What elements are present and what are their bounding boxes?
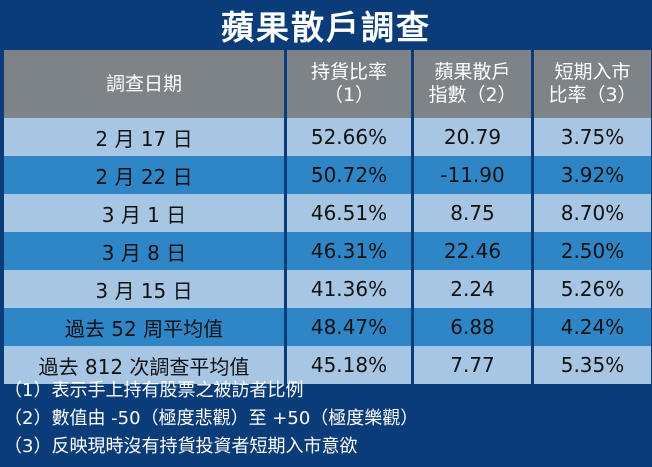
cell-index: 22.46: [414, 232, 534, 270]
cell-entry: 5.26%: [534, 270, 651, 308]
header-entry-line2: 比率（3）: [548, 84, 637, 106]
cell-entry: 3.75%: [534, 118, 651, 156]
cell-index: 20.79: [414, 118, 534, 156]
cell-date: 過去 52 周平均值: [4, 308, 287, 346]
table-row: 2 月 22 日 50.72% -11.90 3.92%: [4, 156, 651, 194]
footnote-3: （3）反映現時沒有持貨投資者短期入市意欲: [4, 436, 358, 457]
cell-holding: 41.36%: [287, 270, 414, 308]
table-row: 3 月 15 日 41.36% 2.24 5.26%: [4, 270, 651, 308]
header-date: 調查日期: [4, 50, 287, 118]
cell-holding: 46.31%: [287, 232, 414, 270]
header-entry-ratio: 短期入市 比率（3）: [534, 50, 651, 118]
footnotes: （1）表示手上持有股票之被訪者比例 （2）數值由 -50（極度悲觀）至 +50（…: [4, 377, 644, 461]
survey-table: 調查日期 持貨比率 （1） 蘋果散戶 指數（2） 短期入市 比率（3） 2 月 …: [4, 50, 651, 384]
header-retail-index: 蘋果散戶 指數（2）: [414, 50, 534, 118]
header-entry-line1: 短期入市: [554, 61, 631, 83]
cell-entry: 2.50%: [534, 232, 651, 270]
header-holding-line2: （1）: [323, 84, 375, 106]
table-row: 3 月 1 日 46.51% 8.75 8.70%: [4, 194, 651, 232]
cell-holding: 50.72%: [287, 156, 414, 194]
header-date-label: 調查日期: [105, 72, 182, 95]
table-row: 過去 52 周平均值 48.47% 6.88 4.24%: [4, 308, 651, 346]
footnote-1: （1）表示手上持有股票之被訪者比例: [4, 380, 304, 401]
cell-entry: 3.92%: [534, 156, 651, 194]
cell-date: 過去 812 次調查平均值: [4, 346, 287, 384]
footnote-2: （2）數值由 -50（極度悲觀）至 +50（極度樂觀）: [4, 408, 419, 429]
table-row: 3 月 8 日 46.31% 22.46 2.50%: [4, 232, 651, 270]
cell-holding: 46.51%: [287, 194, 414, 232]
header-index-line2: 指數（2）: [428, 84, 517, 106]
table-row: 2 月 17 日 52.66% 20.79 3.75%: [4, 118, 651, 156]
cell-entry: 5.35%: [534, 346, 651, 384]
cell-date: 3 月 1 日: [4, 194, 287, 232]
cell-holding: 48.47%: [287, 308, 414, 346]
header-index-line1: 蘋果散戶: [434, 61, 511, 83]
header-holding-line1: 持貨比率: [310, 61, 387, 83]
cell-holding: 52.66%: [287, 118, 414, 156]
table-header-row: 調查日期 持貨比率 （1） 蘋果散戶 指數（2） 短期入市 比率（3）: [4, 50, 651, 118]
cell-date: 2 月 17 日: [4, 118, 287, 156]
cell-date: 3 月 15 日: [4, 270, 287, 308]
cell-holding: 45.18%: [287, 346, 414, 384]
cell-date: 3 月 8 日: [4, 232, 287, 270]
page-title: 蘋果散戶調查: [221, 8, 431, 47]
cell-date: 2 月 22 日: [4, 156, 287, 194]
cell-index: 7.77: [414, 346, 534, 384]
header-holding-ratio: 持貨比率 （1）: [287, 50, 414, 118]
cell-index: 8.75: [414, 194, 534, 232]
cell-index: 6.88: [414, 308, 534, 346]
cell-index: -11.90: [414, 156, 534, 194]
table-row: 過去 812 次調查平均值 45.18% 7.77 5.35%: [4, 346, 651, 384]
cell-entry: 4.24%: [534, 308, 651, 346]
cell-index: 2.24: [414, 270, 534, 308]
cell-entry: 8.70%: [534, 194, 651, 232]
